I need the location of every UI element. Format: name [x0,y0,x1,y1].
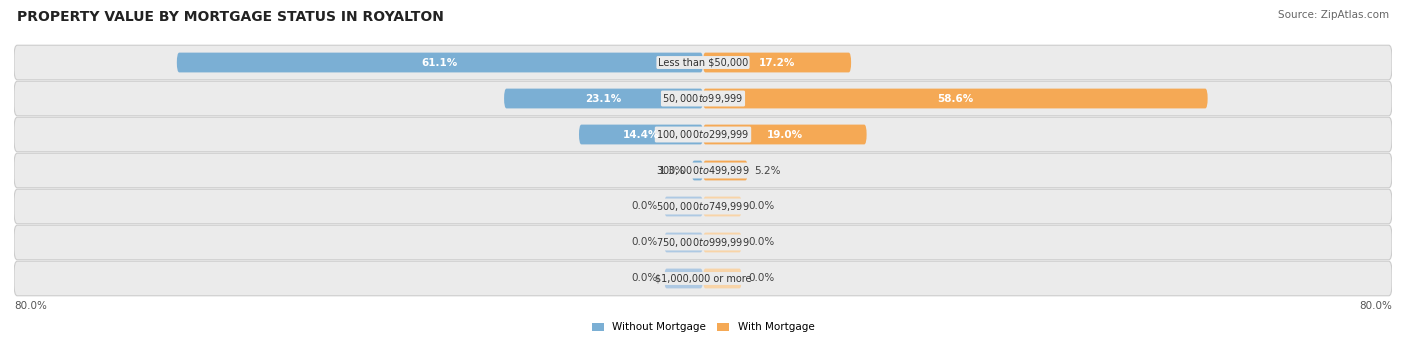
Text: 0.0%: 0.0% [748,237,775,248]
Text: 5.2%: 5.2% [755,165,782,176]
Text: 80.0%: 80.0% [14,301,46,311]
FancyBboxPatch shape [664,233,703,252]
FancyBboxPatch shape [505,89,703,108]
Text: 0.0%: 0.0% [748,202,775,211]
FancyBboxPatch shape [664,269,703,288]
Text: Less than $50,000: Less than $50,000 [658,58,748,68]
Text: $1,000,000 or more: $1,000,000 or more [655,273,751,283]
FancyBboxPatch shape [703,53,851,72]
Text: 17.2%: 17.2% [759,58,796,68]
FancyBboxPatch shape [14,225,1392,260]
FancyBboxPatch shape [703,233,742,252]
Text: Source: ZipAtlas.com: Source: ZipAtlas.com [1278,10,1389,20]
FancyBboxPatch shape [692,161,703,180]
Text: 1.3%: 1.3% [658,165,685,176]
Text: $100,000 to $299,999: $100,000 to $299,999 [657,128,749,141]
FancyBboxPatch shape [177,53,703,72]
Text: $300,000 to $499,999: $300,000 to $499,999 [657,164,749,177]
FancyBboxPatch shape [14,81,1392,116]
Text: 14.4%: 14.4% [623,130,659,139]
Text: 0.0%: 0.0% [631,202,658,211]
Text: 0.0%: 0.0% [631,273,658,283]
FancyBboxPatch shape [14,45,1392,80]
FancyBboxPatch shape [703,89,1208,108]
FancyBboxPatch shape [14,117,1392,152]
Text: 80.0%: 80.0% [1360,301,1392,311]
Text: PROPERTY VALUE BY MORTGAGE STATUS IN ROYALTON: PROPERTY VALUE BY MORTGAGE STATUS IN ROY… [17,10,444,24]
Text: 0.0%: 0.0% [631,237,658,248]
FancyBboxPatch shape [14,189,1392,224]
FancyBboxPatch shape [14,153,1392,188]
FancyBboxPatch shape [14,261,1392,296]
Text: $50,000 to $99,999: $50,000 to $99,999 [662,92,744,105]
FancyBboxPatch shape [703,161,748,180]
FancyBboxPatch shape [579,124,703,144]
Text: $500,000 to $749,999: $500,000 to $749,999 [657,200,749,213]
Text: 58.6%: 58.6% [938,93,973,104]
Text: 0.0%: 0.0% [748,273,775,283]
FancyBboxPatch shape [664,197,703,217]
FancyBboxPatch shape [703,269,742,288]
FancyBboxPatch shape [703,197,742,217]
Legend: Without Mortgage, With Mortgage: Without Mortgage, With Mortgage [588,318,818,336]
FancyBboxPatch shape [703,124,866,144]
Text: 61.1%: 61.1% [422,58,458,68]
Text: 23.1%: 23.1% [585,93,621,104]
Text: 19.0%: 19.0% [766,130,803,139]
Text: $750,000 to $999,999: $750,000 to $999,999 [657,236,749,249]
